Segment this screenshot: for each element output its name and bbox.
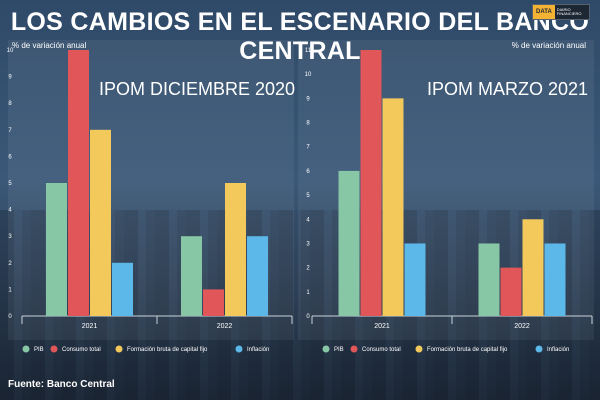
y-tick-label: 3 bbox=[8, 234, 12, 240]
bar bbox=[90, 129, 111, 316]
y-tick-label: 3 bbox=[306, 241, 310, 247]
y-tick-label: 6 bbox=[8, 154, 12, 160]
y-tick-label: 6 bbox=[306, 169, 310, 175]
panel-title: IPOM MARZO 2021 bbox=[427, 79, 588, 99]
bar bbox=[225, 183, 246, 316]
y-tick-label: 2 bbox=[306, 266, 310, 272]
bar bbox=[404, 243, 426, 316]
legend-swatch bbox=[22, 345, 30, 353]
legend-swatch bbox=[535, 345, 543, 353]
y-tick-label: 7 bbox=[8, 128, 12, 134]
bar bbox=[338, 170, 360, 316]
legend-label: PIB bbox=[34, 347, 44, 353]
bar bbox=[203, 289, 224, 316]
y-tick-label: 4 bbox=[8, 208, 12, 214]
bar bbox=[478, 243, 500, 316]
y-tick-label: 5 bbox=[306, 193, 310, 199]
legend-label: Formación bruta de capital fijo bbox=[427, 347, 508, 353]
y-tick-label: 7 bbox=[306, 145, 310, 151]
y-tick-label: 8 bbox=[306, 121, 310, 127]
panel-title: IPOM DICIEMBRE 2020 bbox=[99, 79, 295, 99]
legend-label: Consumo total bbox=[362, 347, 401, 353]
y-tick-label: 8 bbox=[8, 101, 12, 107]
bar bbox=[46, 183, 67, 316]
bar bbox=[247, 236, 268, 316]
legend-label: Formación bruta de capital fijo bbox=[127, 347, 208, 353]
bar bbox=[112, 262, 133, 316]
bar bbox=[522, 219, 544, 316]
y-tick-label: 9 bbox=[8, 75, 12, 81]
y-tick-label: 0 bbox=[306, 314, 310, 320]
y-tick-label: 9 bbox=[306, 96, 310, 102]
legend-swatch bbox=[322, 345, 330, 353]
legend-label: PIB bbox=[334, 347, 344, 353]
bar bbox=[360, 50, 382, 316]
logo-data-text: DATA bbox=[533, 5, 555, 19]
y-tick-label: 0 bbox=[8, 314, 12, 320]
y-tick-label: 1 bbox=[306, 290, 310, 296]
legend-swatch bbox=[415, 345, 423, 353]
bar bbox=[68, 50, 89, 316]
bar bbox=[544, 243, 566, 316]
legend-swatch bbox=[115, 345, 123, 353]
x-tick-label: 2021 bbox=[82, 323, 98, 330]
bar bbox=[181, 236, 202, 316]
y-tick-label: 4 bbox=[306, 217, 310, 223]
legend-label: Inflación bbox=[247, 347, 269, 353]
y-tick-label: 2 bbox=[8, 261, 12, 267]
legend-label: Inflación bbox=[547, 347, 569, 353]
x-tick-label: 2022 bbox=[514, 323, 530, 330]
publisher-logo: DATA DIARIO FINANCIERO bbox=[532, 4, 590, 20]
y-tick-label: 10 bbox=[305, 72, 312, 78]
y-tick-label: 11 bbox=[305, 48, 312, 54]
page-title: LOS CAMBIOS EN EL ESCENARIO DEL BANCO CE… bbox=[10, 8, 590, 65]
legend-swatch bbox=[350, 345, 358, 353]
logo-publisher-text: DIARIO FINANCIERO bbox=[556, 7, 582, 16]
y-tick-label: 1 bbox=[8, 287, 12, 293]
bar bbox=[500, 267, 522, 316]
x-tick-label: 2022 bbox=[217, 323, 233, 330]
x-tick-label: 2021 bbox=[374, 323, 390, 330]
bar bbox=[382, 98, 404, 316]
legend-swatch bbox=[50, 345, 58, 353]
y-axis-label: % de variación anual bbox=[12, 41, 86, 50]
y-tick-label: 5 bbox=[8, 181, 12, 187]
y-tick-label: 10 bbox=[7, 48, 14, 54]
legend-label: Consumo total bbox=[62, 347, 101, 353]
source-note: Fuente: Banco Central bbox=[8, 379, 115, 390]
legend-swatch bbox=[235, 345, 243, 353]
y-axis-label: % de variación anual bbox=[512, 41, 586, 50]
